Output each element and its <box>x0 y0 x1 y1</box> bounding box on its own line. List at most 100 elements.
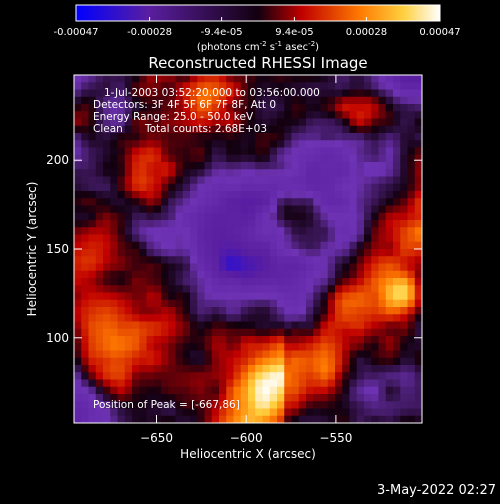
heatmap-cell <box>95 365 104 373</box>
heatmap-cell <box>240 220 249 228</box>
heatmap-cell <box>407 212 416 221</box>
heatmap-cell <box>124 104 133 112</box>
heatmap-cell <box>175 415 184 423</box>
heatmap-cell <box>132 307 140 315</box>
heatmap-cell <box>335 176 343 185</box>
heatmap-cell <box>364 162 372 170</box>
heatmap-cell <box>219 328 227 337</box>
heatmap-cell <box>211 183 220 192</box>
heatmap-cell <box>320 133 329 141</box>
heatmap-cell <box>190 372 198 380</box>
heatmap-cell <box>81 285 89 293</box>
heatmap-cell <box>88 220 97 228</box>
heatmap-cell <box>364 299 372 308</box>
heatmap-cell <box>197 111 205 119</box>
heatmap-cell <box>335 321 343 330</box>
heatmap-cell <box>255 386 263 395</box>
heatmap-cell <box>219 133 227 141</box>
heatmap-cell <box>364 263 372 272</box>
heatmap-cell <box>262 328 271 337</box>
heatmap-cell <box>103 314 111 322</box>
heatmap-cell <box>226 314 234 322</box>
heatmap-cell <box>240 285 249 293</box>
heatmap-cell <box>146 408 155 417</box>
heatmap-cell <box>306 256 314 264</box>
heatmap-cell <box>88 104 97 112</box>
heatmap-cell <box>182 154 191 163</box>
heatmap-cell <box>124 401 133 409</box>
heatmap-cell <box>320 270 329 279</box>
heatmap-cell <box>117 263 126 272</box>
heatmap-cell <box>284 292 292 301</box>
heatmap-cell <box>146 249 155 257</box>
heatmap-cell <box>233 227 242 235</box>
heatmap-cell <box>182 386 191 395</box>
heatmap-cell <box>414 285 422 293</box>
heatmap-cell <box>219 147 227 156</box>
heatmap-cell <box>182 285 191 293</box>
heatmap-cell <box>124 292 133 301</box>
heatmap-cell <box>400 299 408 308</box>
heatmap-cell <box>298 401 307 409</box>
heatmap-cell <box>320 82 329 90</box>
heatmap-cell <box>371 372 379 380</box>
heatmap-cell <box>371 140 379 148</box>
heatmap-cell <box>306 82 314 90</box>
heatmap-cell <box>298 118 307 127</box>
heatmap-cell <box>175 82 184 90</box>
heatmap-cell <box>277 292 285 301</box>
heatmap-cell <box>385 270 394 279</box>
heatmap-cell <box>313 191 321 199</box>
heatmap-cell <box>378 140 387 148</box>
heatmap-cell <box>306 299 314 308</box>
heatmap-cell <box>161 357 169 366</box>
heatmap-cell <box>298 227 307 235</box>
heatmap-cell <box>356 191 365 199</box>
heatmap-cell <box>277 191 285 199</box>
heatmap-cell <box>117 365 126 373</box>
heatmap-cell <box>153 96 162 105</box>
heatmap-cell <box>95 372 104 380</box>
heatmap-cell <box>182 133 191 141</box>
heatmap-cell <box>226 350 234 359</box>
heatmap-cell <box>132 234 140 243</box>
heatmap-cell <box>226 379 234 388</box>
heatmap-cell <box>407 125 416 134</box>
heatmap-cell <box>342 111 350 119</box>
heatmap-cell <box>313 183 321 192</box>
heatmap-cell <box>146 307 155 315</box>
heatmap-cell <box>356 241 365 250</box>
heatmap-cell <box>88 212 97 221</box>
heatmap-cell <box>146 75 155 83</box>
heatmap-cell <box>393 285 401 293</box>
heatmap-cell <box>269 220 278 228</box>
colorbar-tick-label: -0.00047 <box>54 27 99 38</box>
heatmap-cell <box>393 191 401 199</box>
heatmap-cell <box>298 133 307 141</box>
heatmap-cell <box>146 118 155 127</box>
heatmap-cell <box>197 198 205 206</box>
heatmap-cell <box>284 285 292 293</box>
heatmap-cell <box>320 292 329 301</box>
heatmap-cell <box>291 198 300 206</box>
heatmap-cell <box>291 394 300 402</box>
heatmap-cell <box>88 82 97 90</box>
heatmap-cell <box>95 198 104 206</box>
heatmap-cell <box>240 401 249 409</box>
heatmap-cell <box>284 263 292 272</box>
heatmap-cell <box>269 75 278 83</box>
heatmap-cell <box>313 176 321 185</box>
heatmap-cell <box>211 75 220 83</box>
x-axis-label: Heliocentric X (arcsec) <box>180 447 316 461</box>
heatmap-cell <box>342 299 350 308</box>
heatmap-cell <box>190 154 198 163</box>
heatmap-cell <box>313 386 321 395</box>
heatmap-cell <box>327 104 336 112</box>
heatmap-cell <box>327 270 336 279</box>
heatmap-cell <box>139 357 147 366</box>
heatmap-cell <box>342 401 350 409</box>
heatmap-cell <box>182 118 191 127</box>
heatmap-cell <box>327 198 336 206</box>
heatmap-cell <box>313 285 321 293</box>
heatmap-cell <box>182 401 191 409</box>
